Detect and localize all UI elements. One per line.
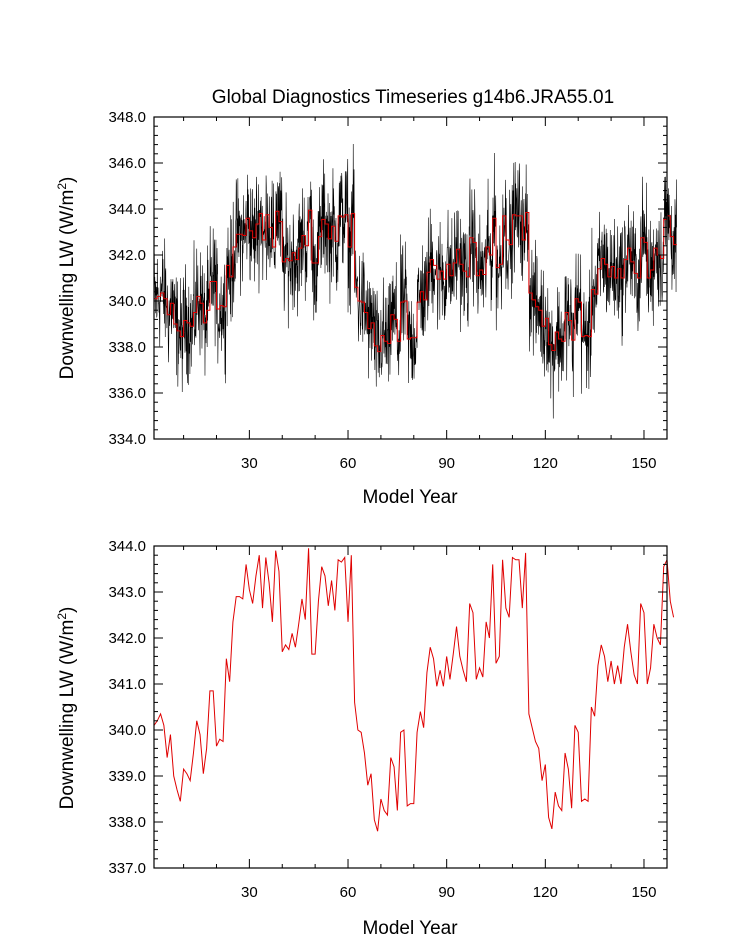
y-tick-label: 344.0 (108, 201, 146, 218)
y-tick-label: 339.0 (108, 768, 146, 785)
top-y-axis-label-sup: 2 (55, 183, 69, 190)
y-tick-label: 340.0 (108, 293, 146, 310)
y-tick-label: 334.0 (108, 431, 146, 448)
x-tick-label: 60 (340, 884, 357, 901)
x-tick-label: 30 (241, 455, 258, 472)
top-y-axis-label-close: ) (57, 177, 78, 183)
bottom-ticks (154, 545, 667, 869)
top-ticks (154, 116, 667, 440)
bottom-y-tick-labels: 337.0 338.0 339.0 340.0 341.0 342.0 343.0 344.0 (108, 538, 146, 877)
y-tick-label: 342.0 (108, 630, 146, 647)
annual-mean-overlay-line (154, 209, 677, 353)
top-plot-frame (153, 116, 668, 440)
top-y-tick-labels: 334.0 336.0 338.0 340.0 342.0 344.0 346.0 348.0 (108, 109, 146, 448)
y-tick-label: 338.0 (108, 339, 146, 356)
x-tick-label: 90 (438, 455, 455, 472)
y-tick-label: 336.0 (108, 385, 146, 402)
top-panel: 334.0 336.0 338.0 340.0 342.0 344.0 346.0 348.0… (55, 109, 677, 508)
chart-title: Global Diagnostics Timeseries g14b6.JRA5… (212, 87, 614, 108)
y-tick-label: 343.0 (108, 584, 146, 601)
y-tick-label: 338.0 (108, 814, 146, 831)
bottom-y-axis-label-main: Downwelling LW (W/m (57, 620, 78, 810)
bottom-x-axis-label: Model Year (362, 918, 458, 939)
y-tick-label: 337.0 (108, 860, 146, 877)
bottom-y-axis-label-close: ) (57, 607, 78, 613)
annual-mean-line (153, 548, 675, 832)
top-x-axis-label: Model Year (362, 487, 458, 508)
y-tick-label: 340.0 (108, 722, 146, 739)
y-tick-label: 348.0 (108, 109, 146, 126)
bottom-y-axis-label: Downwelling LW (W/m2) (55, 607, 78, 810)
bottom-plot-frame (153, 545, 668, 869)
bottom-x-tick-labels: 30 60 90 120 150 (241, 884, 656, 901)
top-annual-series (154, 209, 677, 353)
top-x-tick-labels: 30 60 90 120 150 (241, 455, 656, 472)
x-tick-label: 120 (533, 884, 558, 901)
y-tick-label: 342.0 (108, 247, 146, 264)
x-tick-label: 150 (631, 455, 656, 472)
x-tick-label: 120 (533, 455, 558, 472)
bottom-panel: 337.0 338.0 339.0 340.0 341.0 342.0 343.0 344.0… (55, 538, 675, 939)
x-tick-label: 150 (631, 884, 656, 901)
monthly-series-line (153, 144, 677, 419)
y-tick-label: 346.0 (108, 155, 146, 172)
top-y-axis-label: Downwelling LW (W/m2) (55, 177, 78, 380)
top-monthly-series (153, 144, 677, 419)
bottom-y-axis-label-sup: 2 (55, 613, 69, 620)
top-y-axis-label-main: Downwelling LW (W/m (57, 190, 78, 380)
x-tick-label: 30 (241, 884, 258, 901)
y-tick-label: 341.0 (108, 676, 146, 693)
x-tick-label: 60 (340, 455, 357, 472)
y-tick-label: 344.0 (108, 538, 146, 555)
x-tick-label: 90 (438, 884, 455, 901)
bottom-annual-series (153, 548, 675, 832)
